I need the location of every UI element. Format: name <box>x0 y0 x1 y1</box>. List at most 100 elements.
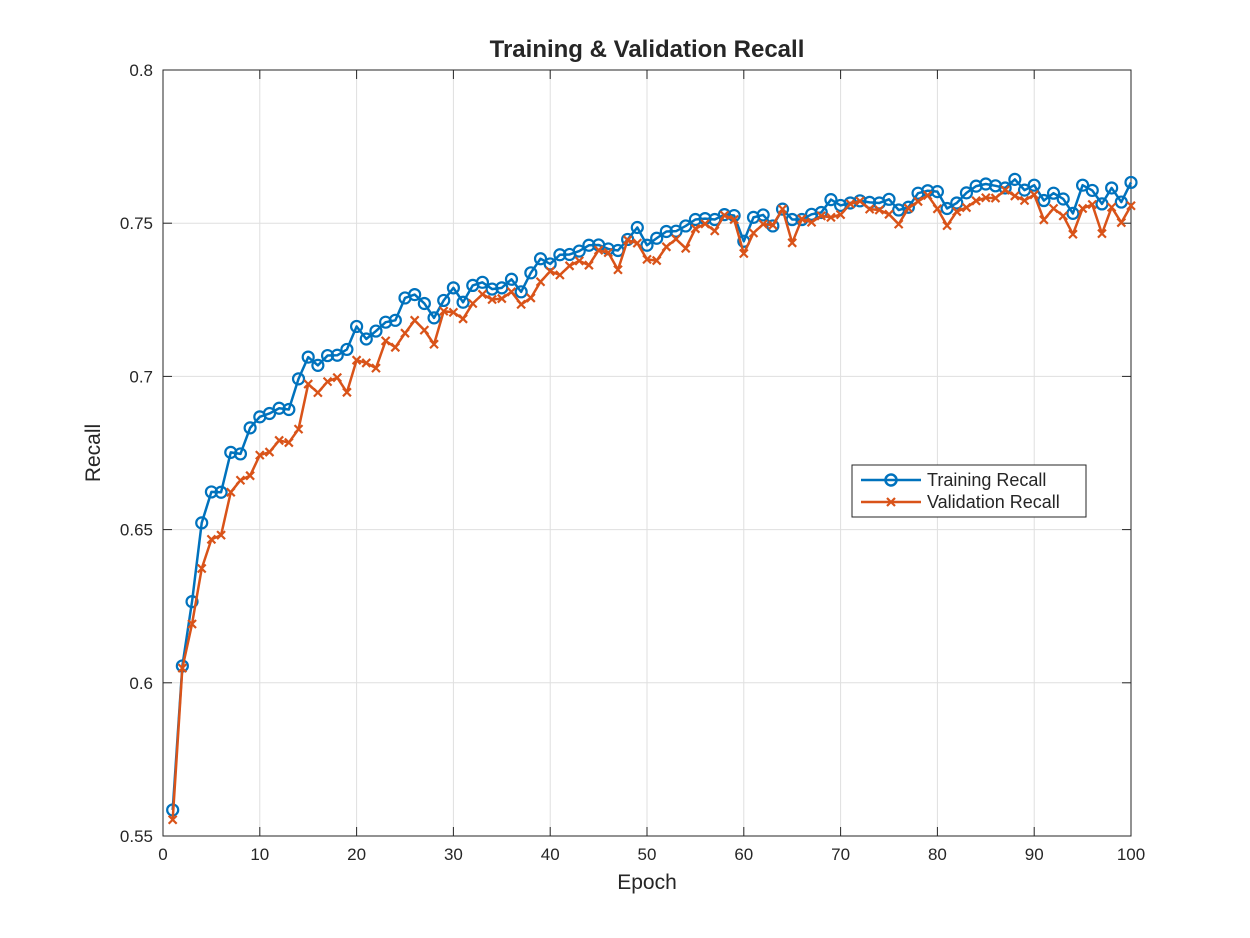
x-tick-label: 40 <box>541 845 560 864</box>
legend: Training Recall Validation Recall <box>851 464 1087 518</box>
data-point-validation <box>584 260 594 270</box>
data-point-training <box>766 219 780 233</box>
data-point-validation <box>351 355 362 365</box>
legend-label-validation: Validation Recall <box>927 492 1060 512</box>
data-point-training <box>1075 178 1090 192</box>
data-point-validation <box>477 289 488 300</box>
data-point-validation <box>303 379 313 389</box>
data-point-validation <box>651 255 662 266</box>
data-point-validation <box>845 199 856 209</box>
data-point-validation <box>264 447 275 457</box>
data-point-training <box>301 350 315 364</box>
data-point-training <box>408 287 422 302</box>
data-point-training <box>650 231 664 245</box>
data-point-training <box>1037 193 1051 208</box>
data-point-validation <box>564 261 575 271</box>
data-point-validation <box>739 248 749 259</box>
data-point-validation <box>458 314 468 324</box>
data-point-validation <box>700 219 710 229</box>
data-point-training <box>582 238 596 252</box>
data-point-validation <box>1068 229 1078 240</box>
data-point-validation <box>409 315 420 326</box>
data-point-validation <box>206 534 217 545</box>
data-point-validation <box>903 203 914 213</box>
data-point-validation <box>1087 199 1098 210</box>
data-point-validation <box>235 475 246 486</box>
data-point-validation <box>1077 203 1088 214</box>
data-point-training <box>775 202 790 216</box>
y-tick-label: 0.65 <box>120 521 153 540</box>
y-axis-label: Recall <box>82 424 105 482</box>
series-line-1 <box>171 188 1133 820</box>
data-point-training <box>669 224 683 238</box>
data-point-training <box>1008 172 1022 186</box>
data-point-training <box>320 348 335 363</box>
data-point-validation <box>603 247 614 258</box>
x-tick-label: 60 <box>734 845 753 864</box>
data-point-validation <box>332 372 343 383</box>
data-point-training <box>659 224 673 239</box>
data-point-validation <box>390 342 401 353</box>
data-point-validation <box>787 238 797 248</box>
data-point-validation <box>467 298 478 309</box>
data-point-validation <box>864 204 875 214</box>
data-point-training <box>485 282 499 296</box>
data-point-training <box>437 293 451 308</box>
legend-marker-training <box>884 473 898 487</box>
x-tick-label: 100 <box>1117 845 1145 864</box>
data-point-validation <box>497 293 507 304</box>
data-point-training <box>553 248 567 262</box>
series-1 <box>167 185 1136 825</box>
data-point-validation <box>438 306 449 316</box>
data-point-validation <box>680 243 691 254</box>
data-point-validation <box>661 242 672 252</box>
data-point-validation <box>835 209 846 220</box>
x-tick-label: 0 <box>158 845 167 864</box>
data-point-validation <box>632 238 643 248</box>
data-point-validation <box>400 328 410 338</box>
data-point-training <box>524 266 538 280</box>
data-point-validation <box>225 487 236 497</box>
data-point-training <box>1124 175 1138 190</box>
data-point-training <box>340 342 354 357</box>
data-point-training <box>291 372 306 386</box>
x-tick-label: 10 <box>250 845 269 864</box>
data-point-validation <box>187 619 197 629</box>
data-point-validation <box>893 219 904 229</box>
data-point-validation <box>971 196 981 206</box>
data-point-validation <box>574 256 585 266</box>
data-point-training <box>630 220 644 235</box>
y-tick-label: 0.6 <box>129 674 153 693</box>
data-point-training <box>814 205 828 220</box>
data-point-validation <box>380 336 391 346</box>
data-point-validation <box>274 435 284 446</box>
data-point-validation <box>990 193 1001 203</box>
y-tick-label: 0.8 <box>129 61 153 80</box>
data-point-validation <box>245 470 255 481</box>
data-point-training <box>533 252 548 266</box>
data-point-training <box>998 181 1012 195</box>
data-point-validation <box>816 211 827 221</box>
data-point-validation <box>709 226 720 236</box>
data-point-training <box>950 196 964 210</box>
data-point-validation <box>1126 200 1136 211</box>
x-tick-label: 30 <box>444 845 463 864</box>
data-point-training <box>272 401 286 415</box>
data-point-training <box>1056 192 1070 206</box>
data-point-validation <box>719 210 730 221</box>
data-point-training <box>456 295 470 309</box>
data-point-validation <box>322 376 333 387</box>
data-point-training <box>195 516 209 530</box>
data-point-validation <box>797 214 807 224</box>
data-point-validation <box>961 202 972 213</box>
data-point-validation <box>535 276 546 287</box>
x-tick-label: 70 <box>831 845 850 864</box>
data-point-validation <box>419 325 430 335</box>
x-axis-label: Epoch <box>617 871 677 894</box>
data-point-validation <box>613 264 623 275</box>
data-point-training <box>504 272 519 286</box>
data-point-validation <box>313 387 323 398</box>
data-point-validation <box>1010 191 1020 201</box>
data-point-validation <box>1116 217 1127 228</box>
data-point-training <box>1046 186 1061 200</box>
